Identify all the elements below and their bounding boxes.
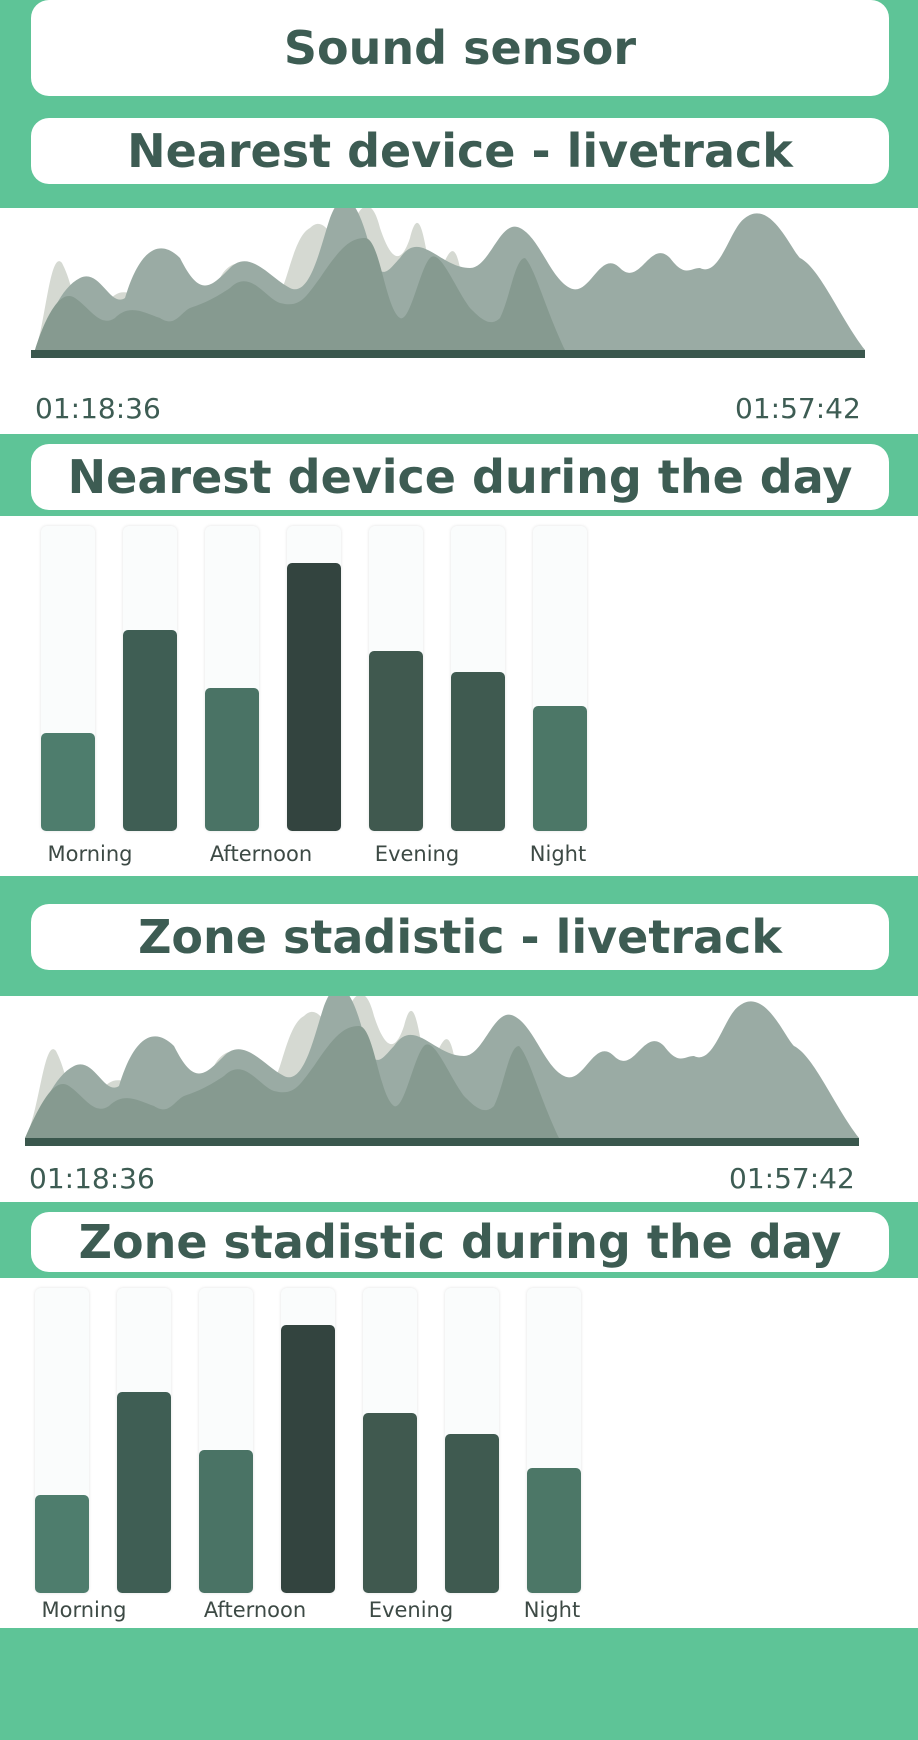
bar-track [369,526,423,831]
zone-label-afternoon: Afternoon [203,1598,307,1622]
bar [369,651,423,831]
nearest-livetrack-area-chart [31,208,865,358]
bar-track [199,1288,253,1593]
livetrack-baseline [31,350,865,358]
bar [35,1495,89,1593]
label-night: Night [529,842,587,866]
zone-livetrack-panel: 01:18:36 01:57:42 [0,996,918,1202]
zone-day-panel: Morning Afternoon Evening Night [0,1278,918,1628]
label-morning: Morning [47,842,133,866]
bar [117,1392,171,1593]
bar-track [451,526,505,831]
bar [287,563,341,831]
bar-track [205,526,259,831]
app-title-card: Sound sensor [31,0,889,96]
bar-track [117,1288,171,1593]
nearest-day-panel: Morning Afternoon Evening Night [0,516,918,876]
nearest-day-title-card: Nearest device during the day [31,444,889,510]
bar-track [363,1288,417,1593]
zone-label-night: Night [523,1598,581,1622]
nearest-livetrack-panel: 01:18:36 01:57:42 [0,208,918,434]
zone-label-morning: Morning [41,1598,127,1622]
label-afternoon: Afternoon [209,842,313,866]
bar [123,630,177,831]
bar-track [41,526,95,831]
zone-end-time: 01:57:42 [729,1162,855,1195]
zone-day-title-card: Zone stadistic during the day [31,1212,889,1272]
bar [445,1434,499,1593]
zone-label-evening: Evening [368,1598,454,1622]
bar-track [35,1288,89,1593]
livetrack-end-time: 01:57:42 [735,392,861,425]
bar [533,706,587,831]
bar-track [527,1288,581,1593]
nearest-livetrack-title: Nearest device - livetrack [127,124,793,178]
bar-track [123,526,177,831]
zone-livetrack-title-card: Zone stadistic - livetrack [31,904,889,970]
livetrack-start-time: 01:18:36 [35,392,161,425]
nearest-day-title: Nearest device during the day [67,450,853,504]
zone-baseline [25,1138,859,1146]
bar-track [533,526,587,831]
zone-start-time: 01:18:36 [29,1162,155,1195]
livetrack-wave-dark [35,238,565,350]
bar-track [287,526,341,831]
bar-track [445,1288,499,1593]
app-title: Sound sensor [283,21,637,75]
bar [451,672,505,831]
bar [41,733,95,831]
bar [281,1325,335,1593]
bar [199,1450,253,1593]
bar [205,688,259,831]
zone-livetrack-title: Zone stadistic - livetrack [138,910,782,964]
label-evening: Evening [374,842,460,866]
zone-wave-dark [25,1026,559,1138]
zone-day-title: Zone stadistic during the day [78,1215,842,1269]
bar-track [281,1288,335,1593]
nearest-livetrack-title-card: Nearest device - livetrack [31,118,889,184]
bar [363,1413,417,1593]
bar [527,1468,581,1593]
zone-livetrack-area-chart [25,996,859,1146]
